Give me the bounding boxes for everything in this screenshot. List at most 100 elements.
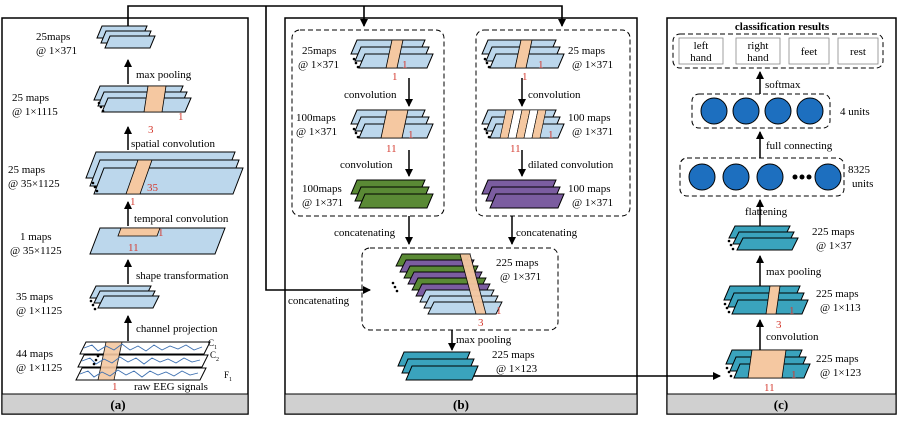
units8325-nodes: [688, 163, 842, 191]
pool-out-maps: 25maps: [36, 31, 70, 43]
panel-a-stack-spatial: [93, 85, 192, 113]
top-connectors: [127, 5, 566, 294]
input-dims: @ 1×1125: [16, 362, 63, 374]
kernel-b-right-mid-1: 1: [548, 129, 554, 141]
spatial-out-dims: @ 1×1115: [12, 106, 58, 118]
kernel-a-shape-1: 1: [158, 227, 164, 239]
concat-box: [361, 247, 559, 331]
class-feet: [788, 37, 830, 65]
class-rest-label: rest: [850, 46, 866, 58]
input-maps: 44 maps: [16, 348, 53, 360]
c-block2-dims: @ 1×113: [820, 302, 861, 314]
classes-box: [672, 33, 884, 69]
concat-stack: [391, 253, 503, 315]
class-right-hand-line2: hand: [747, 52, 769, 64]
kernel-c-block2-3: 3: [776, 319, 782, 331]
pool-b-stack: [397, 351, 479, 381]
panel-a-caption: (a): [110, 397, 125, 412]
left-mid-dims: @ 1×371: [296, 126, 337, 138]
op-left-conv-1: convolution: [344, 89, 397, 101]
left-branch-mid-stack: [350, 109, 434, 139]
op-left-conv-2: convolution: [340, 159, 393, 171]
kernel-c-block2-1: 1: [789, 305, 795, 317]
concat-maps: 225 maps: [496, 257, 538, 269]
kernel-b-right-in-1b: 1: [522, 71, 528, 83]
c-block2-maps: 225 maps: [816, 288, 858, 300]
op-right-dilated-conv: dilated convolution: [528, 159, 614, 171]
c-block3-maps: 225 maps: [816, 353, 858, 365]
panel-c-title: classification results: [735, 21, 830, 33]
temporal-out-dims: @ 35×1125: [8, 178, 60, 190]
right-in-dims: @ 1×371: [572, 59, 613, 71]
panel-a-stack-temporal: [85, 151, 244, 195]
units8325-count: 8325: [848, 164, 871, 176]
units4-label: 4 units: [840, 106, 870, 118]
op-flattening: flattening: [745, 206, 788, 218]
c-block1-dims: @ 1×37: [816, 240, 852, 252]
op-softmax: softmax: [765, 79, 801, 91]
op-c-max-pooling: max pooling: [766, 266, 822, 278]
op-full-connecting: full connecting: [766, 140, 833, 152]
channel-out-dims: @ 1×1125: [16, 305, 63, 317]
kernel-a-eeg-1: 1: [112, 381, 118, 393]
class-rest: [837, 37, 879, 65]
pool-b-dims: @ 1×123: [496, 363, 538, 375]
units4-nodes: [700, 97, 824, 125]
op-temporal-convolution: temporal convolution: [134, 213, 229, 225]
left-branch-box: [291, 29, 445, 217]
panel-a-shape-block: [89, 227, 226, 255]
op-c-convolution: convolution: [766, 331, 819, 343]
class-right-hand: [735, 37, 781, 65]
kernel-a-temporal-35: 35: [147, 182, 159, 194]
class-left-hand: [678, 37, 724, 65]
left-in-dims: @ 1×371: [298, 59, 339, 71]
kernel-b-concat-3: 3: [478, 317, 484, 329]
kernel-b-left-in-1a: 1: [402, 59, 408, 71]
right-in-maps: 25 maps: [568, 45, 605, 57]
right-branch-input-stack: [481, 39, 565, 69]
right-branch-out-stack: [481, 179, 565, 209]
shape-out-dims: @ 35×1125: [10, 245, 62, 257]
op-shape-transformation: shape transformation: [136, 270, 229, 282]
units4-box: [691, 93, 831, 129]
kernel-c-block3-1: 1: [791, 369, 797, 381]
kernel-b-left-mid-1: 1: [408, 129, 414, 141]
class-right-hand-line1: right: [748, 40, 769, 52]
kernel-b-left-mid-11: 11: [386, 143, 397, 155]
left-out-maps: 100maps: [302, 183, 342, 195]
op-spatial-convolution: spatial convolution: [131, 138, 216, 150]
right-mid-maps: 100 maps: [568, 112, 610, 124]
temporal-out-maps: 25 maps: [8, 164, 45, 176]
label-c2: C: [210, 350, 216, 360]
left-out-dims: @ 1×371: [302, 197, 343, 209]
kernel-a-spatial-1: 1: [178, 111, 184, 123]
concat-dims: @ 1×371: [500, 271, 541, 283]
right-out-maps: 100 maps: [568, 183, 610, 195]
c-block3-dims: @ 1×123: [820, 367, 862, 379]
op-concat-right: concatenating: [516, 227, 578, 239]
right-mid-dims: @ 1×371: [572, 126, 613, 138]
op-raw-eeg-signals: raw EEG signals: [134, 381, 208, 393]
right-branch-mid-stack: [481, 109, 565, 139]
panel-a-stack-pool: [96, 25, 156, 49]
op-max-pooling-a: max pooling: [136, 69, 192, 81]
label-c2-sub: 2: [216, 357, 219, 363]
op-concat-left: concatenating: [334, 227, 396, 239]
panel-b-caption: (b): [453, 397, 469, 412]
op-concat-side: concatenating: [288, 295, 350, 307]
panel-c-block1: [727, 225, 799, 251]
kernel-a-spatial-3: 3: [148, 124, 154, 136]
class-left-hand-line1: left: [694, 40, 709, 52]
kernel-a-temporal-1: 1: [130, 196, 136, 208]
pool-out-dims: @ 1×371: [36, 45, 77, 57]
units8325-word: units: [852, 178, 873, 190]
panel-c-caption: (c): [774, 397, 788, 412]
kernel-b-concat-1: 1: [496, 305, 502, 317]
left-branch-input-stack: [350, 39, 434, 69]
panel-c-frame: [666, 17, 897, 415]
panel-a-eeg-input: [75, 341, 211, 381]
right-out-dims: @ 1×371: [572, 197, 613, 209]
panel-a-stack-channel: [89, 285, 160, 311]
label-f1-sub: 1: [229, 377, 232, 383]
